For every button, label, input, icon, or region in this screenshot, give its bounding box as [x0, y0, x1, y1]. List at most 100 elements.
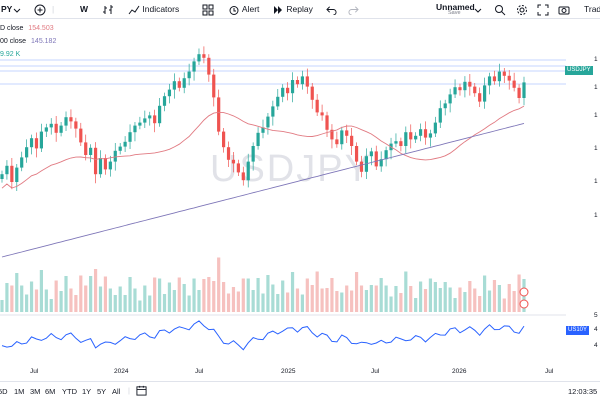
candle-body: [162, 96, 167, 106]
layout-dropdown-icon[interactable]: [474, 2, 482, 16]
volume-bar: [133, 288, 137, 312]
timeframe-1m[interactable]: 1M: [14, 387, 25, 396]
indicators-icon: [128, 5, 140, 15]
date-range-icon[interactable]: [136, 385, 147, 398]
timeframe-6m[interactable]: 6M: [45, 387, 56, 396]
volume-bar: [497, 285, 501, 312]
compare-symbol-icon[interactable]: [34, 2, 46, 16]
candle-body: [59, 125, 63, 133]
candle-body: [522, 82, 526, 98]
symbol-search-button[interactable]: PY: [1, 4, 13, 14]
volume-bar: [473, 288, 477, 312]
legend-line-2: 00 close 145.182: [0, 37, 56, 47]
timeframe-5d[interactable]: 5D: [0, 387, 8, 396]
candle-body: [266, 116, 270, 128]
volume-bar: [98, 286, 103, 312]
volume-bar: [330, 278, 334, 312]
candle-body: [433, 122, 437, 134]
indicators-button[interactable]: Indicators: [128, 2, 179, 16]
fullscreen-icon[interactable]: [537, 2, 549, 16]
timeframe-3m[interactable]: 3M: [30, 387, 41, 396]
candle-body: [207, 57, 211, 75]
volume-bar: [153, 277, 157, 312]
timeframe-all[interactable]: All: [112, 387, 121, 396]
top-toolbar: PY | W Indicators Alert Replay Unnamed S…: [0, 0, 600, 19]
volume-bar: [226, 293, 231, 312]
settings-icon[interactable]: [516, 2, 528, 16]
candle-body: [463, 81, 467, 91]
candle-body: [74, 121, 78, 129]
redo-icon[interactable]: [348, 2, 359, 16]
candle-body: [133, 125, 137, 133]
volume-bar: [374, 285, 378, 312]
candle-body: [10, 165, 14, 182]
volume-bar: [54, 280, 58, 312]
candle-body: [261, 127, 265, 133]
volume-bar: [409, 286, 413, 312]
volume-bar: [478, 296, 482, 312]
interval-button[interactable]: W: [80, 4, 89, 14]
camera-icon[interactable]: [558, 2, 570, 16]
candle-body: [79, 128, 83, 143]
volume-bar: [123, 295, 127, 312]
candle-body: [49, 123, 53, 128]
candle-body: [305, 76, 309, 87]
replay-button[interactable]: Replay: [272, 2, 313, 16]
candle-body: [226, 147, 231, 160]
volume-bar: [453, 298, 457, 312]
candle-body: [320, 112, 324, 116]
volume-bar: [108, 288, 112, 312]
volume-bar: [246, 278, 250, 312]
layouts-icon[interactable]: [202, 2, 214, 16]
candle-body: [448, 94, 452, 104]
volume-bar: [458, 287, 462, 312]
candle-body: [409, 132, 413, 140]
legend-value-3: 9.92 K: [0, 51, 21, 58]
search-icon[interactable]: [494, 2, 506, 16]
candle-body: [54, 123, 58, 133]
candle-body: [69, 117, 73, 122]
candle-body: [483, 85, 487, 102]
candle-body: [286, 87, 290, 94]
candle-body: [44, 127, 48, 132]
candle-body: [423, 129, 428, 138]
volume-bar: [177, 277, 181, 312]
candle-body: [108, 161, 112, 170]
candle-body: [468, 81, 472, 87]
bar-style-icon[interactable]: [102, 2, 114, 16]
timeframe-1y[interactable]: 1Y: [82, 387, 92, 396]
candle-body: [138, 122, 142, 126]
volume-bar: [20, 285, 24, 312]
price-chart[interactable]: [0, 19, 566, 379]
volume-bar: [167, 282, 172, 312]
horizontal-lines: [0, 59, 566, 85]
candle-body: [428, 133, 433, 138]
volume-bar: [197, 290, 201, 312]
x-axis-label: 2024: [114, 368, 129, 375]
legend-label-2: 00 close: [0, 38, 27, 45]
candle-body: [492, 76, 497, 82]
toolbar-divider: |: [128, 386, 130, 395]
x-axis-label: 2026: [452, 368, 467, 375]
candle-body: [167, 89, 172, 97]
candle-body: [369, 151, 373, 157]
volume-bar: [438, 288, 442, 312]
candle-body: [98, 158, 103, 175]
volume-bar: [236, 291, 240, 312]
undo-icon[interactable]: [326, 2, 337, 16]
volume-bar: [162, 294, 167, 312]
layout-name[interactable]: Unnamed: [436, 2, 475, 12]
candlesticks: [0, 46, 526, 191]
volume-bar: [483, 275, 487, 312]
volume-bar: [241, 278, 245, 312]
volume-bar: [207, 277, 211, 312]
timeframe-5y[interactable]: 5Y: [97, 387, 107, 396]
timeframe-ytd[interactable]: YTD: [62, 387, 77, 396]
candle-body: [512, 80, 516, 88]
trade-button[interactable]: Trad: [584, 4, 600, 14]
candle-body: [350, 135, 354, 146]
symbol-dropdown-icon[interactable]: [13, 2, 21, 16]
candle-body: [84, 142, 88, 155]
candle-body: [187, 71, 191, 79]
alert-button[interactable]: Alert: [228, 2, 259, 16]
